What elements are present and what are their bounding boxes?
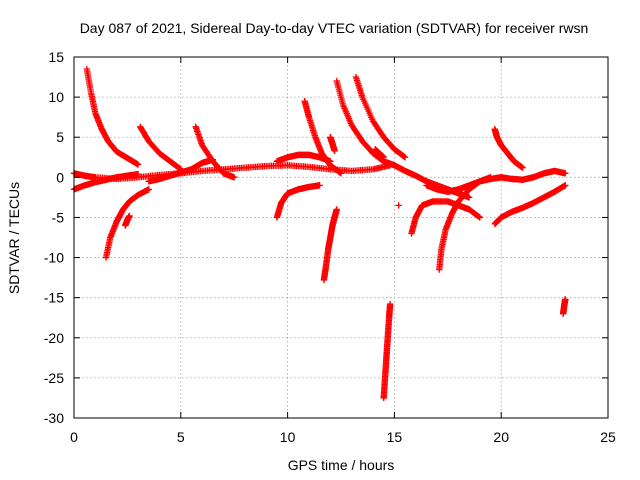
series-arc-e: [122, 212, 133, 229]
y-tick-label: 10: [48, 89, 64, 105]
series-arc-o: [352, 73, 409, 161]
data-point: [475, 213, 483, 220]
data-point: [380, 154, 387, 161]
data-point: [331, 147, 338, 155]
data-point: [401, 154, 409, 161]
series-arc-p: [371, 146, 387, 161]
data-point: [337, 170, 345, 177]
series-arc-q: [380, 300, 394, 402]
axis-ticks: [73, 56, 609, 419]
x-tick-label: 0: [70, 429, 78, 445]
data-point: [400, 153, 408, 160]
series-arc-u: [423, 167, 569, 195]
y-tick-label: -10: [44, 250, 64, 266]
y-axis-label: SDTVAR / TECUs: [6, 182, 22, 294]
data-point: [333, 206, 340, 213]
series-arc-b: [70, 162, 394, 183]
x-tick-label: 15: [387, 429, 403, 445]
data-point: [562, 296, 569, 303]
series-arc-f: [137, 123, 184, 173]
series-arc-d: [102, 186, 152, 261]
data-point: [379, 152, 386, 160]
data-point: [336, 169, 344, 176]
y-tick-label: -20: [44, 330, 64, 346]
data-point: [126, 212, 133, 220]
x-tick-label: 25: [600, 429, 616, 445]
data-point: [134, 170, 142, 178]
data-point: [395, 202, 402, 209]
y-tick-label: -5: [52, 209, 65, 225]
data-point: [562, 170, 569, 177]
data-point: [316, 182, 323, 189]
series-arc-r: [391, 162, 473, 201]
data-point: [209, 156, 217, 163]
series-arc-l: [320, 206, 340, 284]
y-tick-label: -15: [44, 290, 64, 306]
y-tick-label: 15: [48, 49, 64, 65]
series-arc-h: [145, 156, 217, 185]
x-axis-label: GPS time / hours: [288, 457, 395, 473]
series-arc-n: [333, 77, 398, 169]
data-point: [134, 161, 142, 168]
y-tick-labels: -30 -25 -20 -15 -10 -5 0 5 10 15: [44, 49, 64, 426]
series-arc-a: [83, 65, 142, 168]
x-tick-label: 5: [177, 429, 185, 445]
data-point: [562, 182, 569, 189]
y-tick-label: 0: [56, 169, 64, 185]
y-tick-label: -25: [44, 370, 64, 386]
x-tick-labels: 0 5 10 15 20 25: [70, 429, 616, 445]
series-arc-v: [436, 174, 494, 273]
chart-grid: [74, 57, 608, 418]
series-arc-y: [559, 296, 569, 317]
series-arc-x: [491, 182, 569, 228]
series-arc-k: [301, 97, 345, 177]
series-arc-w: [491, 126, 526, 171]
data-point: [386, 300, 394, 308]
plot-frame: [73, 56, 609, 419]
data-point: [487, 174, 494, 181]
data-point: [519, 164, 526, 171]
data-point: [145, 186, 152, 193]
y-tick-label: 5: [56, 129, 64, 145]
data-point: [465, 194, 473, 201]
series-arc-c: [70, 170, 142, 193]
series-arc-m: [327, 134, 338, 155]
data-point: [476, 214, 484, 221]
data-point: [231, 174, 238, 181]
series-arc-j: [273, 151, 334, 165]
data-points: [70, 65, 569, 402]
data-point: [379, 153, 387, 160]
x-tick-label: 10: [280, 429, 296, 445]
y-tick-label: -30: [44, 410, 64, 426]
series-arc-i: [273, 182, 323, 221]
x-tick-label: 20: [493, 429, 509, 445]
series-arc-s: [395, 202, 402, 209]
chart-title: Day 087 of 2021, Sidereal Day-to-day VTE…: [80, 20, 589, 36]
